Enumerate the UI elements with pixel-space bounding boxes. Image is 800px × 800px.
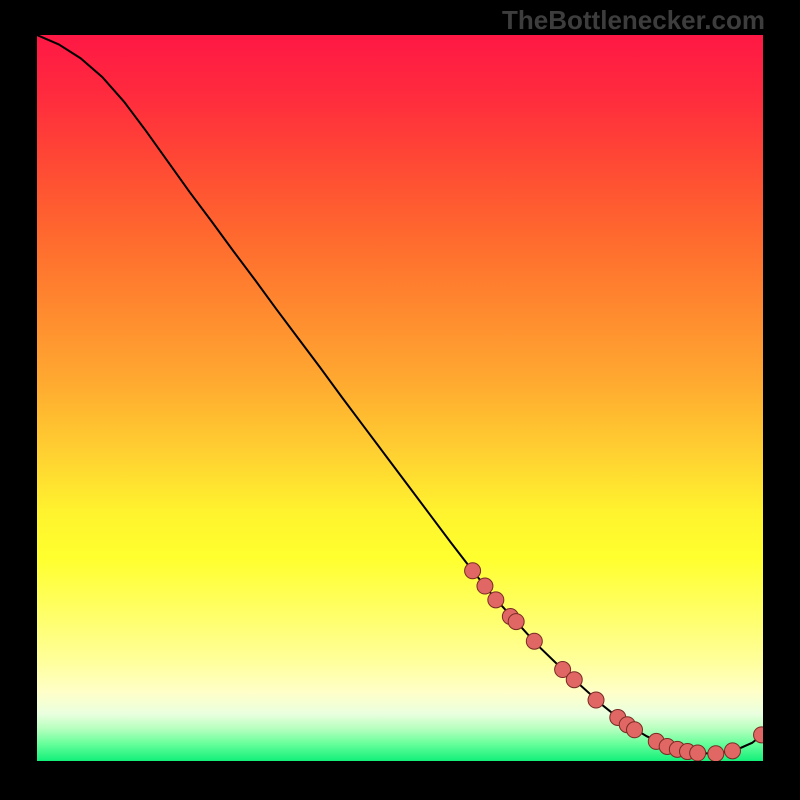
curve-marker: [627, 722, 643, 738]
curve-marker: [725, 743, 741, 759]
chart-background: [37, 35, 763, 761]
curve-marker: [465, 563, 481, 579]
curve-marker: [708, 746, 724, 761]
chart-panel: [37, 35, 763, 761]
curve-marker: [588, 692, 604, 708]
curve-marker: [477, 578, 493, 594]
curve-marker: [508, 614, 524, 630]
chart-svg: [37, 35, 763, 761]
curve-marker: [526, 633, 542, 649]
curve-marker: [690, 745, 706, 761]
watermark-text: TheBottlenecker.com: [502, 5, 765, 36]
curve-marker: [566, 672, 582, 688]
stage: TheBottlenecker.com: [0, 0, 800, 800]
curve-marker: [488, 592, 504, 608]
